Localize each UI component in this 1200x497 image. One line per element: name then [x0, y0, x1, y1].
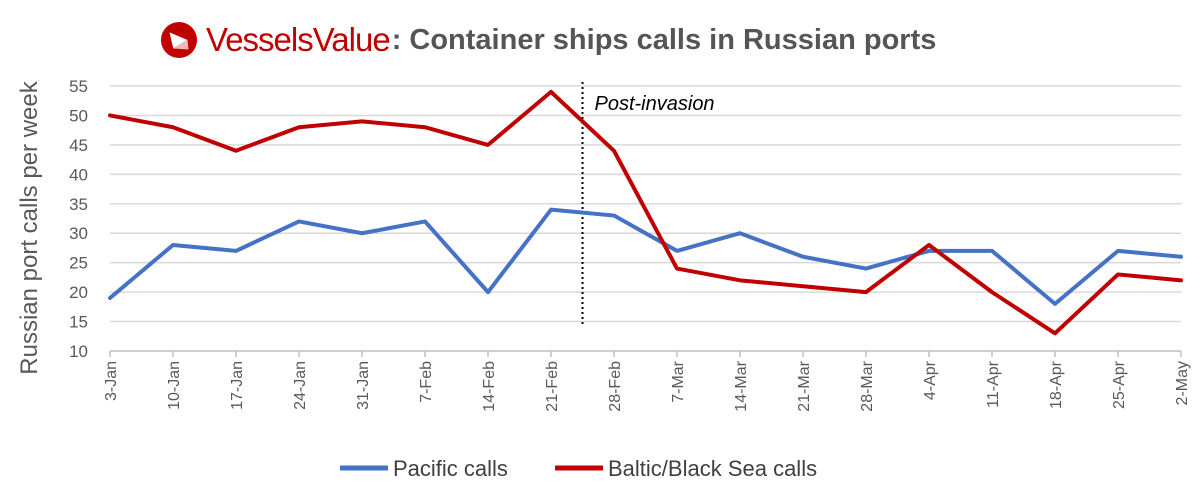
x-tick-label: 2-May	[1174, 361, 1191, 405]
y-tick-label: 15	[69, 313, 88, 332]
vesselsvalue-logo-icon	[160, 21, 198, 59]
x-tick-label: 7-Feb	[418, 361, 435, 403]
x-tick-label: 25-Apr	[1111, 360, 1128, 409]
y-tick-label: 20	[69, 283, 88, 302]
y-axis-label: Russian port calls per week	[16, 80, 43, 374]
x-tick-label: 21-Feb	[544, 361, 561, 412]
y-tick-label: 50	[69, 106, 88, 125]
brand-name: VesselsValue	[206, 21, 391, 58]
x-tick-label: 11-Apr	[985, 360, 1002, 408]
y-tick-label: 45	[69, 136, 88, 155]
y-tick-label: 25	[69, 254, 88, 273]
y-tick-label: 40	[69, 165, 88, 184]
x-tick-label: 18-Apr	[1048, 360, 1065, 409]
x-tick-label: 7-Mar	[670, 360, 687, 402]
y-tick-label: 55	[69, 77, 88, 96]
series-lines	[108, 89, 1183, 336]
x-tick-label: 14-Mar	[733, 360, 750, 411]
legend-label-baltic: Baltic/Black Sea calls	[608, 456, 817, 481]
x-tick-label: 28-Mar	[859, 360, 876, 411]
x-tick-label: 28-Feb	[607, 361, 624, 412]
gridlines	[110, 85, 1181, 323]
chart-header: VesselsValue : Container ships calls in …	[160, 14, 936, 66]
chart-title: : Container ships calls in Russian ports	[391, 23, 937, 56]
x-tick-label: 14-Feb	[481, 361, 498, 412]
y-tick-label: 10	[69, 342, 88, 361]
axes: 10 15 20 25 30 35 40 45 50 55 3-Jan 10-Jan 17-Jan 24-…	[69, 77, 1191, 412]
series-line-baltic	[108, 89, 1183, 336]
x-tick-label: 3-Jan	[103, 361, 120, 401]
x-tick-label: 17-Jan	[229, 361, 246, 410]
series-line-pacific	[108, 207, 1183, 306]
y-tick-label: 35	[69, 195, 88, 214]
x-tick-label: 10-Jan	[166, 361, 183, 410]
x-tick-label: 4-Apr	[922, 360, 939, 400]
y-tick-label: 30	[69, 224, 88, 243]
legend-label-pacific: Pacific calls	[393, 456, 508, 481]
post-invasion-label: Post-invasion	[595, 93, 715, 115]
x-tick-label: 21-Mar	[796, 360, 813, 411]
legend: Pacific calls Baltic/Black Sea calls	[340, 456, 817, 481]
x-tick-label: 24-Jan	[292, 361, 309, 410]
x-tick-label: 31-Jan	[355, 361, 372, 410]
